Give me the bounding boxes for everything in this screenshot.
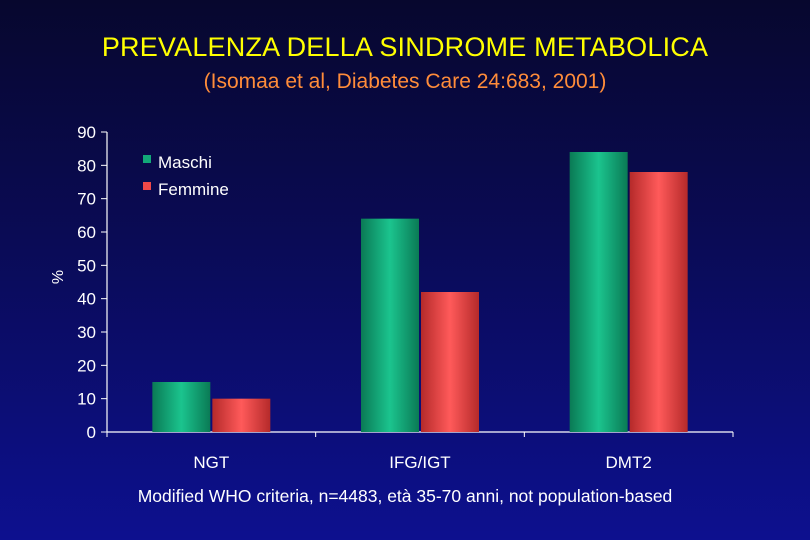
x-tick-label: NGT [193, 453, 229, 472]
bar-maschi-ifgigt [361, 218, 419, 432]
bar-femmine-ifgigt [421, 292, 479, 432]
legend-label-femmine: Femmine [158, 180, 229, 199]
bar-femmine-dmt2 [629, 172, 688, 432]
y-tick-label: 50 [77, 256, 96, 275]
y-tick-label: 70 [77, 190, 96, 209]
y-tick-label: 30 [77, 323, 96, 342]
legend: Maschi Femmine [143, 153, 229, 199]
y-tick-label: 40 [77, 290, 96, 309]
bars [152, 152, 688, 432]
legend-swatch-maschi [143, 155, 151, 163]
legend-label-maschi: Maschi [158, 153, 212, 172]
bar-maschi-dmt2 [569, 152, 628, 432]
footnote: Modified WHO criteria, n=4483, età 35-70… [137, 486, 673, 506]
y-tick-label: 80 [77, 156, 96, 175]
legend-swatch-femmine [143, 182, 151, 190]
chart-title: PREVALENZA DELLA SINDROME METABOLICA [101, 32, 709, 62]
y-tick-label: 90 [77, 123, 96, 142]
x-tick-label: IFG/IGT [389, 453, 450, 472]
bar-maschi-ngt [152, 382, 211, 432]
x-tick-label: DMT2 [606, 453, 652, 472]
chart-subtitle: (Isomaa et al, Diabetes Care 24:683, 200… [203, 70, 607, 93]
y-tick-label: 60 [77, 223, 96, 242]
y-axis-label: % [50, 270, 67, 284]
y-tick-label: 20 [77, 356, 96, 375]
bar-femmine-ngt [212, 398, 271, 432]
y-tick-label: 10 [77, 390, 96, 409]
y-tick-label: 0 [87, 423, 96, 442]
y-axis: 0 10 20 30 40 50 60 70 80 90 [77, 123, 108, 442]
x-axis: NGT IFG/IGT DMT2 [106, 431, 734, 472]
